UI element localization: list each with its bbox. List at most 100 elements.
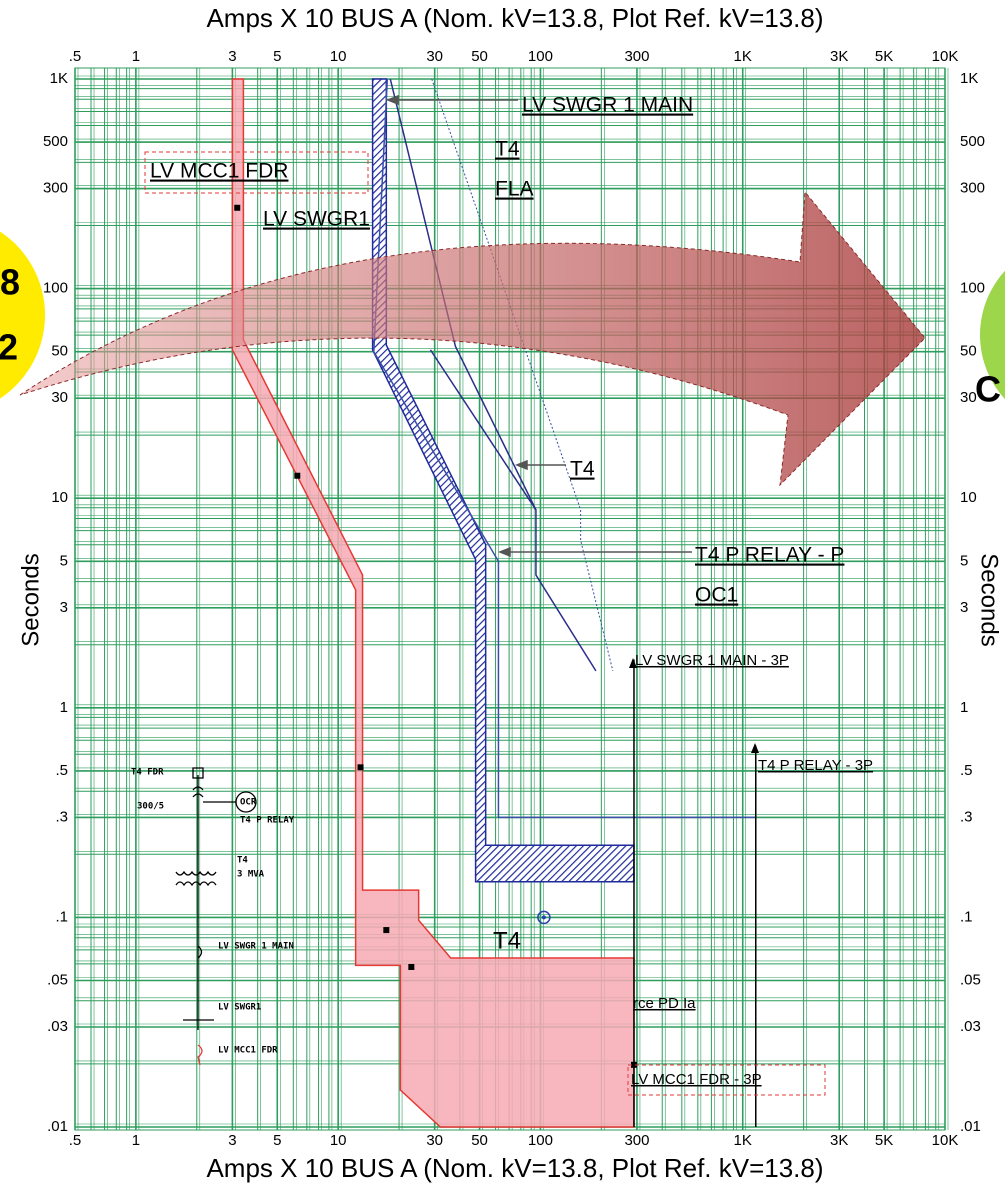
x-tick-label: 1 bbox=[132, 1132, 140, 1149]
y-tick-label: .5 bbox=[960, 762, 973, 779]
x-tick-label: 5K bbox=[875, 48, 893, 65]
y-tick-label: 500 bbox=[960, 133, 985, 150]
x-tick-label: 10 bbox=[330, 48, 347, 65]
diagram-label: 300/5 bbox=[137, 802, 164, 812]
y-tick-label: 1K bbox=[960, 70, 978, 87]
x-tick-label: 100 bbox=[528, 1132, 553, 1149]
curve-marker bbox=[383, 927, 390, 934]
ring-marker bbox=[537, 910, 551, 925]
diagram-label: T4 bbox=[237, 856, 248, 866]
y-axis-title: Seconds bbox=[976, 553, 1003, 646]
annotation: T4 bbox=[570, 458, 595, 481]
y-tick-label: 10 bbox=[51, 489, 68, 506]
curve-marker bbox=[357, 764, 364, 771]
y-tick-label: 300 bbox=[960, 180, 985, 197]
annotation: LV SWGR1 bbox=[263, 208, 370, 231]
x-tick-label: 100 bbox=[528, 48, 553, 65]
x-tick-label: 3 bbox=[228, 48, 236, 65]
x-tick-label: 30 bbox=[426, 48, 443, 65]
annotation: LV MCC1 FDR - 3P bbox=[631, 1071, 762, 1088]
y-tick-label: .03 bbox=[960, 1018, 981, 1035]
y-tick-label: 30 bbox=[960, 389, 977, 406]
chart-title: Amps X 10 BUS A (Nom. kV=13.8, Plot Ref.… bbox=[206, 3, 823, 33]
overlay-arrow bbox=[19, 190, 926, 487]
y-tick-label: .1 bbox=[960, 908, 973, 925]
diagram-label: LV SWGR1 bbox=[218, 1003, 261, 1013]
y-tick-label: .1 bbox=[55, 908, 68, 925]
y-tick-label: .3 bbox=[55, 808, 68, 825]
y-tick-label: 10 bbox=[960, 489, 977, 506]
y-tick-label: 1 bbox=[60, 699, 68, 716]
y-tick-label: 100 bbox=[960, 280, 985, 297]
label-box bbox=[144, 151, 369, 194]
y-axis-title: Seconds bbox=[17, 553, 44, 646]
x-tick-label: 300 bbox=[624, 48, 649, 65]
y-tick-label: .03 bbox=[47, 1018, 68, 1035]
y-tick-label: 100 bbox=[43, 280, 68, 297]
diagram-label: T4 FDR bbox=[131, 768, 164, 778]
diagram-label: OCR bbox=[240, 798, 257, 808]
curve-marker bbox=[408, 963, 415, 970]
x-tick-label: 10 bbox=[330, 1132, 347, 1149]
label-box bbox=[627, 1064, 826, 1096]
x-tick-label: 1 bbox=[132, 48, 140, 65]
plot bbox=[74, 68, 949, 1130]
x-tick-label: 3K bbox=[830, 1132, 848, 1149]
diagram-label: 3 MVA bbox=[237, 870, 265, 880]
y-tick-label: 1 bbox=[960, 699, 968, 716]
y-tick-label: .01 bbox=[47, 1118, 68, 1135]
annotation: FLA bbox=[495, 178, 534, 201]
y-tick-label: 5 bbox=[960, 552, 968, 569]
y-tick-label: .05 bbox=[47, 971, 68, 988]
diagram-label: T4 P RELAY bbox=[240, 816, 295, 826]
x-tick-label: 5 bbox=[273, 1132, 281, 1149]
y-tick-label: 1K bbox=[50, 70, 68, 87]
x-tick-label: 300 bbox=[624, 1132, 649, 1149]
x-tick-label: 50 bbox=[471, 48, 488, 65]
y-tick-label: 500 bbox=[43, 133, 68, 150]
x-tick-label: 5K bbox=[875, 1132, 893, 1149]
annotation: rce PD Ia bbox=[633, 995, 696, 1012]
x-tick-label: 3 bbox=[228, 1132, 236, 1149]
curve-line bbox=[431, 78, 614, 672]
x-tick-label: 30 bbox=[426, 1132, 443, 1149]
x-tick-label: .5 bbox=[69, 1132, 82, 1149]
badge-text: 8 bbox=[0, 262, 20, 303]
y-tick-label: 50 bbox=[960, 343, 977, 360]
annotation: LV SWGR 1 MAIN - 3P bbox=[635, 652, 789, 669]
y-tick-label: 3 bbox=[960, 599, 968, 616]
one-line-diagram bbox=[175, 767, 257, 1066]
x-tick-label: .5 bbox=[69, 48, 82, 65]
x-tick-label: 1K bbox=[734, 1132, 752, 1149]
curve-marker bbox=[234, 204, 241, 211]
y-tick-label: .05 bbox=[960, 971, 981, 988]
annotation: T4 P RELAY - P bbox=[695, 544, 844, 567]
diagram-label: LV SWGR 1 MAIN bbox=[218, 942, 294, 952]
x-tick-label: 3K bbox=[830, 48, 848, 65]
y-tick-label: .3 bbox=[960, 808, 973, 825]
curve-line bbox=[429, 349, 537, 511]
y-tick-label: .5 bbox=[55, 762, 68, 779]
y-tick-label: 3 bbox=[60, 599, 68, 616]
badge-text: C bbox=[975, 369, 1001, 410]
curve-marker bbox=[294, 472, 301, 479]
y-tick-label: 50 bbox=[51, 343, 68, 360]
label-arrows bbox=[385, 94, 759, 753]
x-tick-label: 5 bbox=[273, 48, 281, 65]
text-layer: .5 .5 1 1 3 3 5 5 10 10 30 30 50 50 100 100 300 300 1K 1K 3K… bbox=[0, 3, 1003, 1183]
x-tick-label: 50 bbox=[471, 1132, 488, 1149]
x-tick-label: 10K bbox=[932, 48, 959, 65]
y-tick-label: 30 bbox=[51, 389, 68, 406]
y-tick-label: 300 bbox=[43, 180, 68, 197]
badge-text: 2 bbox=[0, 327, 18, 368]
annotation: OC1 bbox=[695, 584, 738, 607]
annotation: T4 P RELAY - 3P bbox=[758, 757, 873, 774]
annotation: T4 bbox=[495, 138, 520, 161]
x-tick-label: 10K bbox=[932, 1132, 959, 1149]
y-tick-label: 5 bbox=[60, 552, 68, 569]
y-tick-label: .01 bbox=[960, 1118, 981, 1135]
annotation: LV SWGR 1 MAIN bbox=[522, 94, 693, 117]
annotation: T4 bbox=[493, 927, 521, 954]
right-badge bbox=[980, 270, 1005, 400]
